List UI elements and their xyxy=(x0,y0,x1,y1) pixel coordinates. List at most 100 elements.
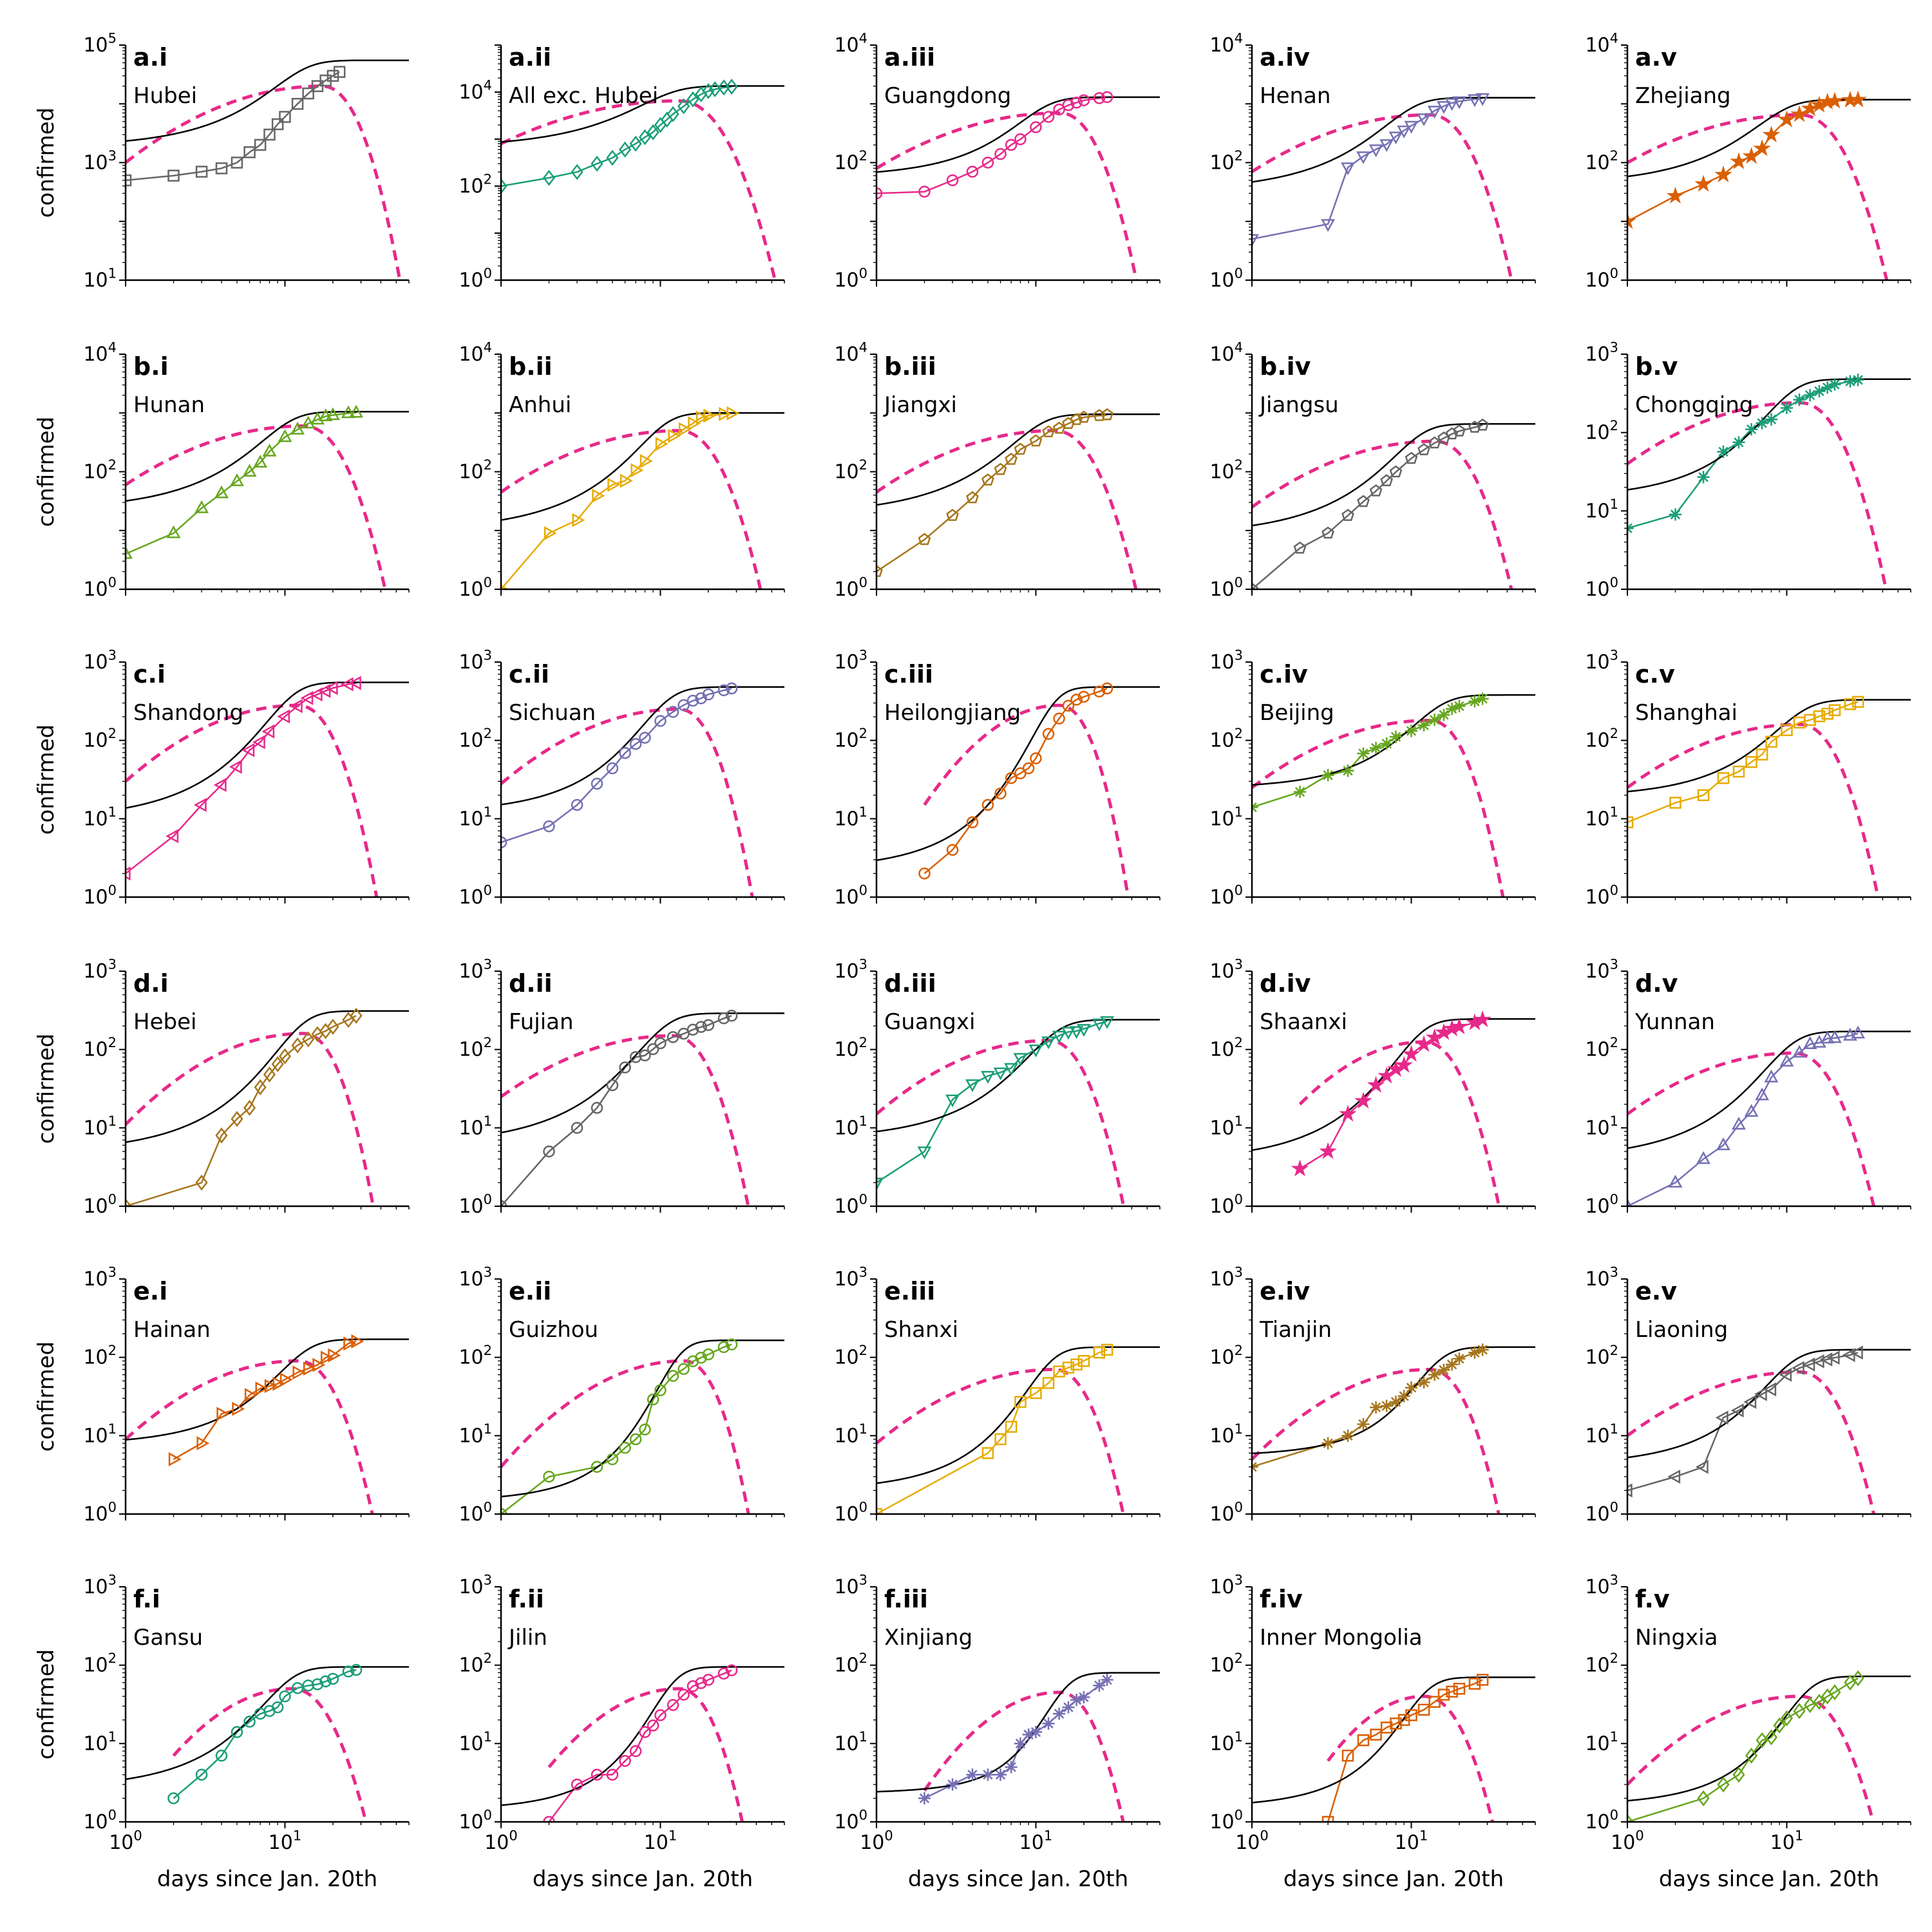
data-point xyxy=(1022,762,1035,775)
y-tick-label: 100 xyxy=(83,575,117,601)
y-tick-label: 101 xyxy=(83,1421,117,1448)
data-point xyxy=(1367,1075,1385,1093)
fit-curve xyxy=(876,1346,1160,1484)
panel-id: e.iii xyxy=(884,1277,935,1305)
panel-id: e.ii xyxy=(509,1277,551,1305)
region-label: Zhejiang xyxy=(1635,83,1731,109)
data-point xyxy=(1395,1056,1413,1073)
dashed-curve xyxy=(501,429,762,589)
data-point xyxy=(677,1689,690,1701)
data-point xyxy=(1357,495,1370,507)
panel-id: f.iii xyxy=(884,1585,928,1613)
data-point xyxy=(292,1365,306,1380)
dashed-curve xyxy=(1627,1694,1875,1822)
fit-curve xyxy=(501,1339,784,1498)
data-point xyxy=(1813,710,1826,723)
y-tick-label: 102 xyxy=(83,1035,117,1061)
data-point xyxy=(1804,389,1817,402)
y-axis-label: confirmed xyxy=(33,1649,59,1759)
region-label: Shanghai xyxy=(1635,700,1738,726)
y-tick-label: 102 xyxy=(83,726,117,752)
fit-curve xyxy=(126,1666,409,1781)
panel-id: f.i xyxy=(133,1585,160,1613)
data-point xyxy=(717,1341,730,1354)
y-tick-label: 103 xyxy=(1585,1265,1618,1291)
data-point xyxy=(1380,474,1393,487)
data-point xyxy=(318,408,333,422)
panel-id: c.i xyxy=(133,660,166,688)
data-point xyxy=(606,149,619,166)
data-point xyxy=(278,1048,292,1065)
data-point xyxy=(1468,695,1481,708)
data-point xyxy=(312,1358,326,1372)
data-point xyxy=(994,147,1007,160)
y-tick-label: 101 xyxy=(1585,1729,1618,1756)
y-tick-label: 102 xyxy=(1209,726,1243,752)
data-point xyxy=(1850,1345,1863,1360)
panel-id: b.v xyxy=(1635,352,1678,381)
panel-a-iv: 100 102 104 a.iv Henan xyxy=(1209,31,1536,292)
data-point xyxy=(1762,126,1781,143)
x-tick-label: 100 xyxy=(109,1828,142,1855)
data-point xyxy=(167,1792,180,1804)
data-point xyxy=(328,1348,341,1363)
y-tick-label: 102 xyxy=(83,457,117,484)
data-point xyxy=(214,485,229,498)
data-point xyxy=(126,866,131,881)
dashed-curve xyxy=(126,1359,374,1514)
data-point xyxy=(654,715,667,727)
data-point xyxy=(1093,92,1106,104)
data-point xyxy=(1756,417,1768,430)
data-point xyxy=(1428,1368,1441,1381)
data-point xyxy=(1357,1734,1370,1747)
data-point xyxy=(1425,1028,1444,1045)
y-tick-label: 103 xyxy=(83,148,117,175)
panel-f-i: 100 101 102 103 100 101 days since Jan. 20th co… xyxy=(33,1573,410,1892)
y-tick-label: 102 xyxy=(459,172,492,198)
data-point xyxy=(571,1778,583,1791)
panel-id: b.iii xyxy=(884,352,936,381)
data-point xyxy=(1341,1429,1354,1442)
data-point xyxy=(591,777,603,790)
y-tick-label: 100 xyxy=(1209,1808,1243,1834)
data-point xyxy=(1627,1814,1634,1822)
data-point xyxy=(263,128,276,141)
data-point xyxy=(255,1381,269,1396)
region-label: Jiangxi xyxy=(883,392,957,418)
y-tick-label: 102 xyxy=(83,1651,117,1677)
x-axis-label: days since Jan. 20th xyxy=(157,1866,377,1892)
data-point xyxy=(629,135,642,152)
data-point xyxy=(1030,121,1042,133)
data-point xyxy=(647,1393,659,1406)
data-point xyxy=(1804,714,1816,726)
y-tick-label: 103 xyxy=(1585,1573,1618,1599)
data-point xyxy=(1405,451,1418,464)
y-tick-label: 103 xyxy=(1585,648,1618,674)
data-point xyxy=(1042,425,1055,438)
data-line xyxy=(1252,1349,1483,1468)
dashed-curve xyxy=(501,707,754,897)
data-point xyxy=(1764,1069,1779,1083)
x-tick-label: 100 xyxy=(484,1828,518,1855)
data-point xyxy=(630,463,644,478)
data-point xyxy=(1813,384,1826,398)
data-point xyxy=(638,129,652,146)
data-point xyxy=(1402,1045,1421,1062)
data-point xyxy=(1405,724,1418,737)
data-point xyxy=(1697,789,1710,801)
panel-id: b.ii xyxy=(509,352,553,381)
data-point xyxy=(1745,1747,1758,1764)
data-point xyxy=(309,687,323,702)
panel-id: c.v xyxy=(1635,660,1675,688)
data-point xyxy=(1793,716,1806,729)
region-label: All exc. Hubei xyxy=(509,83,658,109)
fit-curve xyxy=(126,1010,409,1143)
data-point xyxy=(1851,1025,1866,1039)
data-point xyxy=(1077,1354,1090,1367)
data-point xyxy=(687,1023,699,1036)
data-point xyxy=(1792,1045,1806,1058)
data-point xyxy=(918,867,931,880)
data-point xyxy=(1668,1175,1683,1188)
data-point xyxy=(1779,1367,1792,1382)
